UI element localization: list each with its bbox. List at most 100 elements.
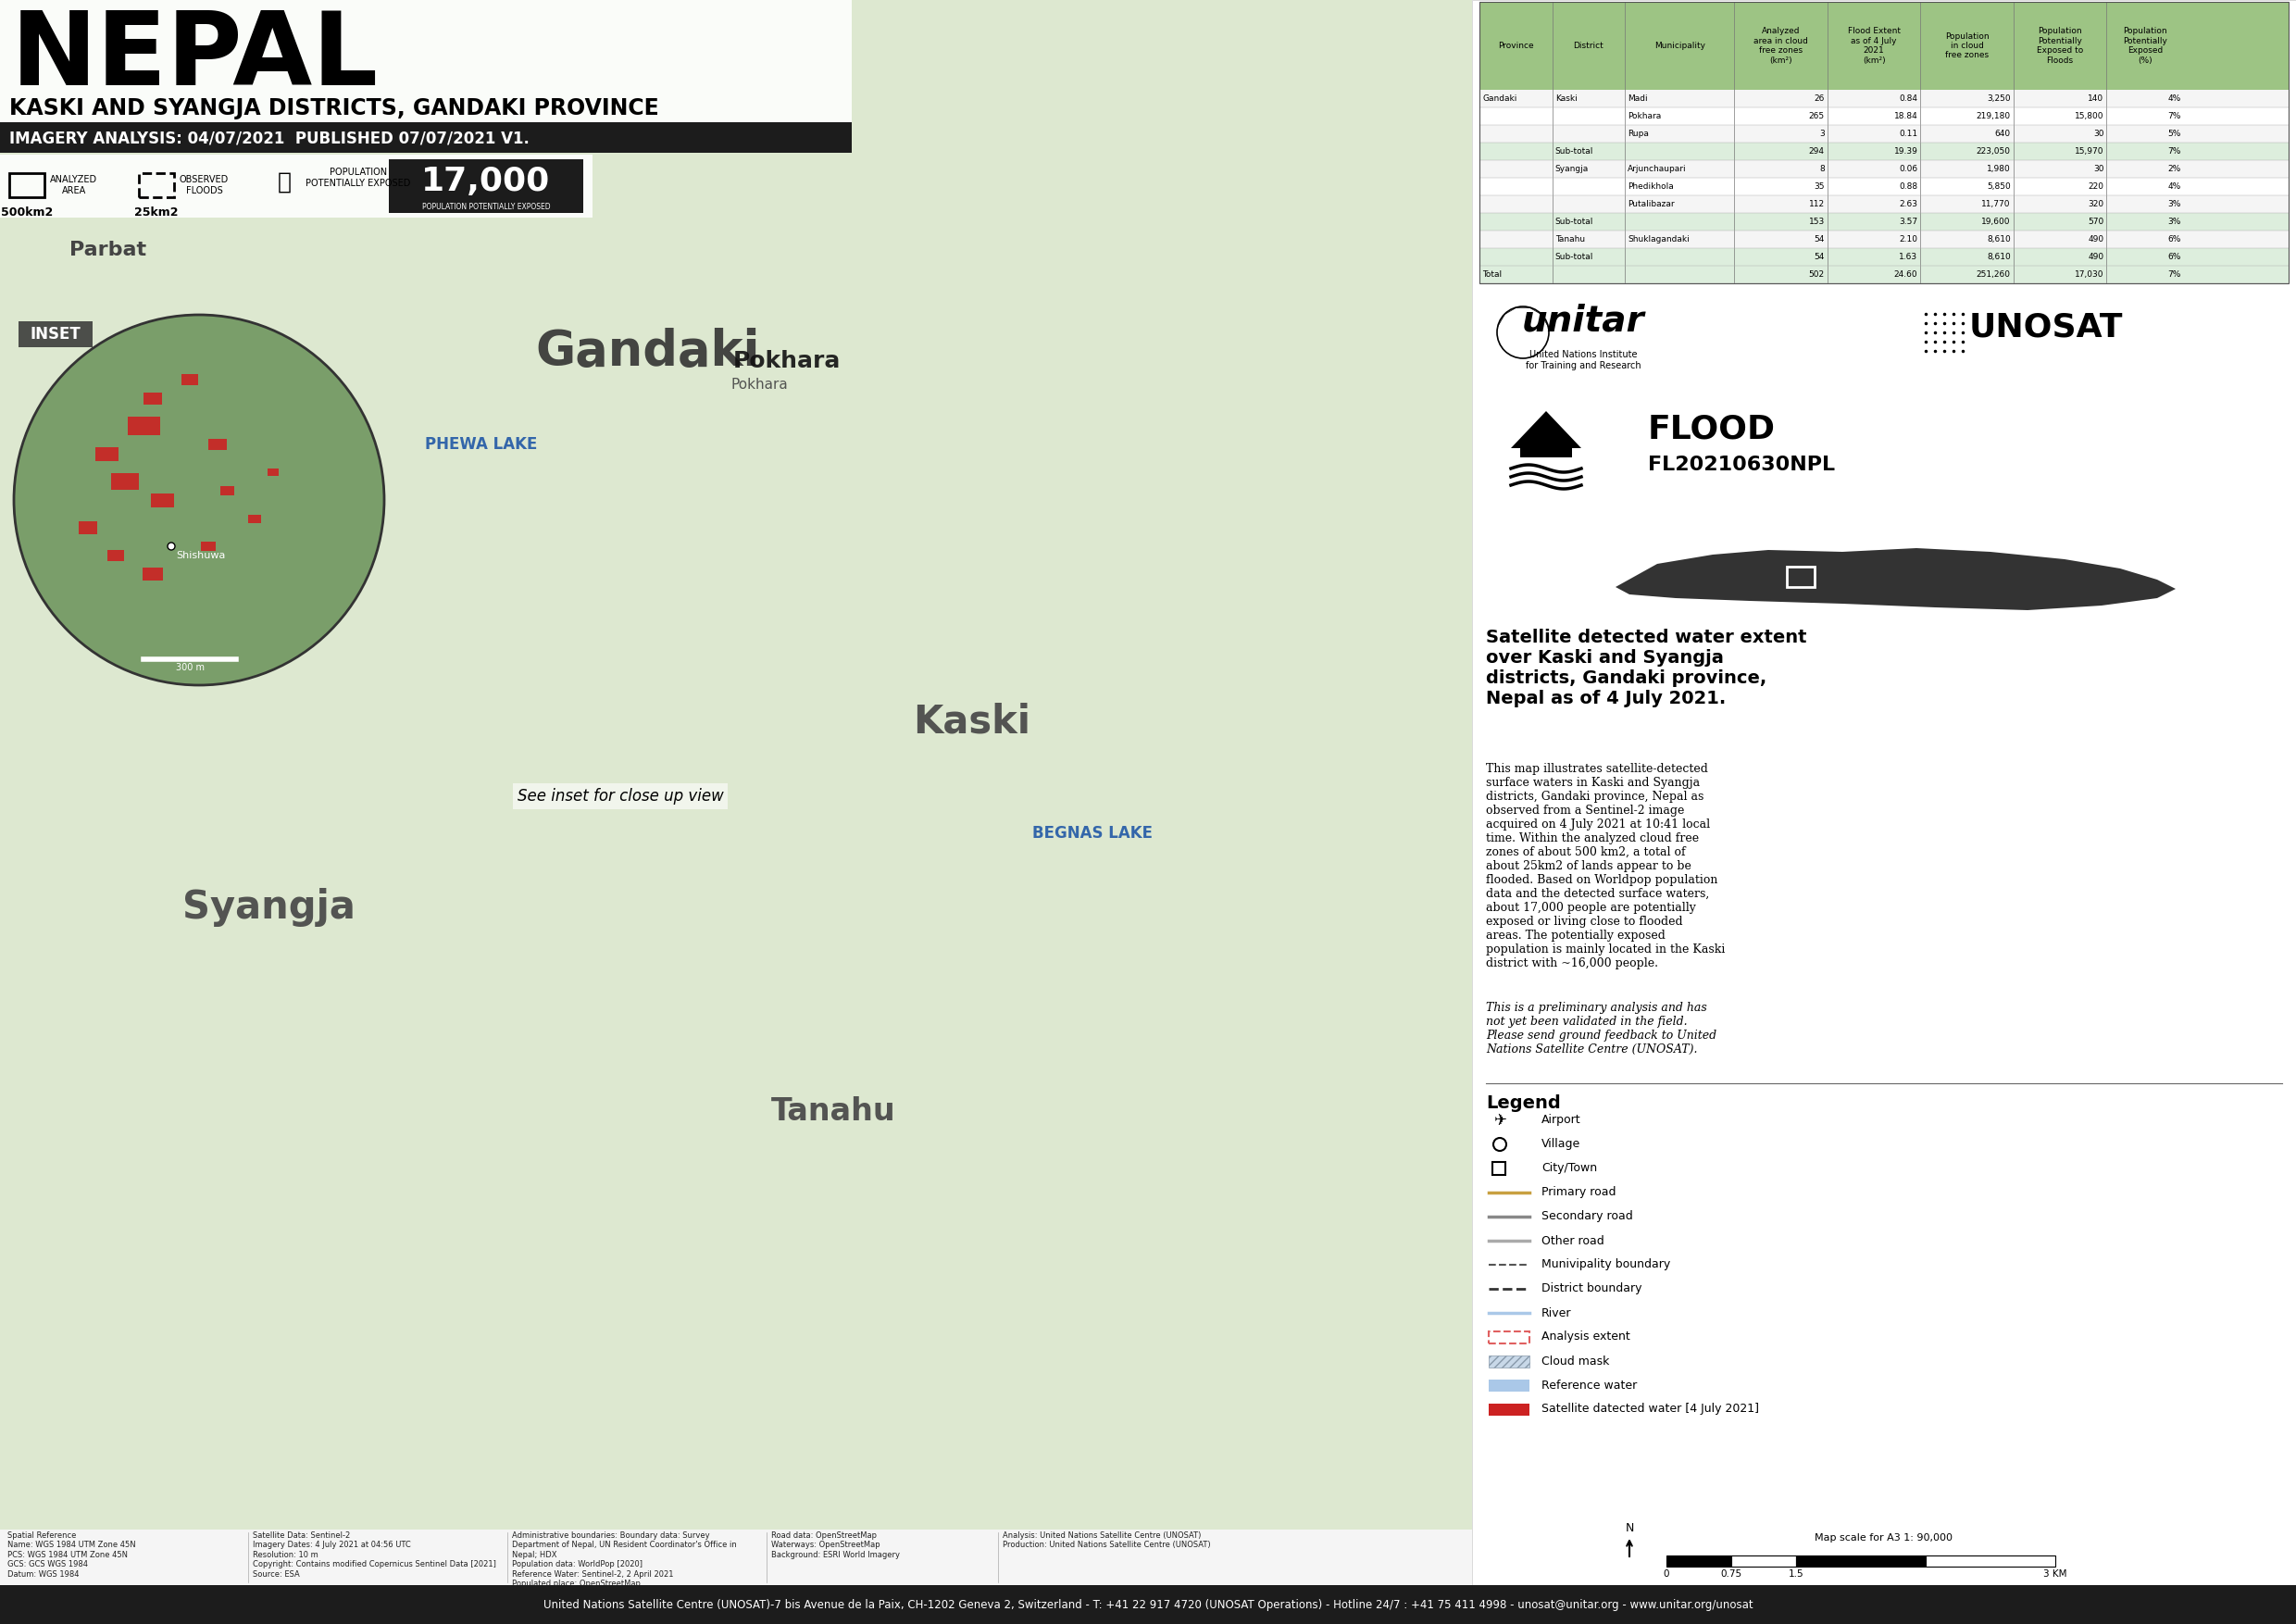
Bar xyxy=(1479,177,2289,195)
Text: Kaski: Kaski xyxy=(1554,94,1577,102)
Bar xyxy=(1479,161,2289,177)
Text: Municipality: Municipality xyxy=(1653,42,1706,50)
Text: Satellite Data: Sentinel-2
Imagery Dates: 4 July 2021 at 04:56 UTC
Resolution: 1: Satellite Data: Sentinel-2 Imagery Dates… xyxy=(253,1531,496,1579)
Text: Gandaki: Gandaki xyxy=(535,328,760,375)
Text: 24.60: 24.60 xyxy=(1894,270,1917,279)
Bar xyxy=(0,1530,1472,1585)
Text: 0.88: 0.88 xyxy=(1899,182,1917,190)
Text: United Nations Satellite Centre (UNOSAT)-7 bis Avenue de la Paix, CH-1202 Geneva: United Nations Satellite Centre (UNOSAT)… xyxy=(544,1598,1752,1611)
Bar xyxy=(0,0,1472,1530)
Text: Road data: OpenStreetMap
Waterways: OpenStreetMap
Background: ESRI World Imagery: Road data: OpenStreetMap Waterways: Open… xyxy=(771,1531,900,1559)
Bar xyxy=(110,473,138,490)
Bar xyxy=(1479,231,2289,248)
Text: 140: 140 xyxy=(2087,94,2103,102)
Text: 300 m: 300 m xyxy=(174,663,204,672)
Text: 19,600: 19,600 xyxy=(1981,218,2011,226)
Text: POPULATION POTENTIALLY EXPOSED: POPULATION POTENTIALLY EXPOSED xyxy=(422,203,551,211)
Bar xyxy=(1479,213,2289,231)
Bar xyxy=(1479,2,2289,89)
Text: Pokhara: Pokhara xyxy=(1628,112,1662,120)
Text: District: District xyxy=(1573,42,1605,50)
Text: 3%: 3% xyxy=(2167,218,2181,226)
Bar xyxy=(1488,1379,1529,1392)
Bar xyxy=(209,438,227,450)
Text: District boundary: District boundary xyxy=(1541,1283,1642,1294)
Text: 320: 320 xyxy=(2087,200,2103,208)
Text: 0: 0 xyxy=(1662,1569,1669,1579)
Text: 4%: 4% xyxy=(2167,94,2181,102)
Text: Pokhara: Pokhara xyxy=(732,351,840,372)
Text: OBSERVED
FLOODS: OBSERVED FLOODS xyxy=(179,175,230,195)
Circle shape xyxy=(168,542,174,551)
Text: See inset for close up view: See inset for close up view xyxy=(517,788,723,804)
Bar xyxy=(1520,448,1573,458)
Text: 5,850: 5,850 xyxy=(1986,182,2011,190)
Text: Satellite datected water [4 July 2021]: Satellite datected water [4 July 2021] xyxy=(1541,1403,1759,1415)
Text: 8,610: 8,610 xyxy=(1986,253,2011,261)
Text: N: N xyxy=(1626,1522,1635,1535)
Bar xyxy=(388,159,583,213)
Bar xyxy=(138,174,174,197)
Bar xyxy=(0,154,592,218)
Text: 500km2: 500km2 xyxy=(0,206,53,219)
Bar xyxy=(1479,195,2289,213)
Text: 2%: 2% xyxy=(2167,164,2181,174)
Text: 0.75: 0.75 xyxy=(1720,1569,1743,1579)
Text: ✈: ✈ xyxy=(1492,1112,1506,1129)
Bar xyxy=(202,542,216,551)
Text: 3 KM: 3 KM xyxy=(2043,1569,2066,1579)
Text: 1.63: 1.63 xyxy=(1899,253,1917,261)
Text: 490: 490 xyxy=(2087,253,2103,261)
Text: Spatial Reference
Name: WGS 1984 UTM Zone 45N
PCS: WGS 1984 UTM Zone 45N
GCS: GC: Spatial Reference Name: WGS 1984 UTM Zon… xyxy=(7,1531,135,1579)
Bar xyxy=(126,417,161,435)
Text: 7%: 7% xyxy=(2167,148,2181,156)
Text: United Nations Institute
for Training and Research: United Nations Institute for Training an… xyxy=(1525,351,1642,370)
Text: Shishuwa: Shishuwa xyxy=(177,551,225,560)
Bar xyxy=(142,567,163,580)
Bar xyxy=(181,374,197,385)
Bar xyxy=(9,174,44,197)
Text: Legend: Legend xyxy=(1486,1095,1561,1112)
Bar xyxy=(1488,1403,1529,1416)
Text: Tanahu: Tanahu xyxy=(1554,235,1584,244)
Text: This is a preliminary analysis and has
not yet been validated in the field.
Plea: This is a preliminary analysis and has n… xyxy=(1486,1002,1717,1056)
Text: 30: 30 xyxy=(2094,130,2103,138)
Text: 0.84: 0.84 xyxy=(1899,94,1917,102)
Text: 54: 54 xyxy=(1814,235,1825,244)
Text: 0.11: 0.11 xyxy=(1899,130,1917,138)
Text: 4%: 4% xyxy=(2167,182,2181,190)
Text: 7%: 7% xyxy=(2167,112,2181,120)
Bar xyxy=(1479,143,2289,161)
Text: 251,260: 251,260 xyxy=(1977,270,2011,279)
Bar xyxy=(1479,107,2289,125)
Bar xyxy=(142,391,163,404)
Text: Population
Potentially
Exposed to
Floods: Population Potentially Exposed to Floods xyxy=(2037,28,2082,65)
Text: Syangja: Syangja xyxy=(181,888,356,927)
Text: Total: Total xyxy=(1483,270,1502,279)
Bar xyxy=(1479,266,2289,283)
Bar xyxy=(220,486,234,495)
Text: Population
in cloud
free zones: Population in cloud free zones xyxy=(1945,32,1988,60)
Text: Putalibazar: Putalibazar xyxy=(1628,200,1674,208)
Bar xyxy=(248,515,262,523)
Text: Rupa: Rupa xyxy=(1628,130,1649,138)
Text: INSET: INSET xyxy=(30,326,80,343)
Text: PHEWA LAKE: PHEWA LAKE xyxy=(425,437,537,453)
Text: Satellite detected water extent
over Kaski and Syangja
districts, Gandaki provin: Satellite detected water extent over Kas… xyxy=(1486,628,1807,708)
Text: 640: 640 xyxy=(1995,130,2011,138)
Text: Map scale for A3 1: 90,000: Map scale for A3 1: 90,000 xyxy=(1816,1533,1954,1543)
Text: 220: 220 xyxy=(2087,182,2103,190)
Bar xyxy=(1488,1356,1529,1367)
Text: 17,030: 17,030 xyxy=(2076,270,2103,279)
Text: Cloud mask: Cloud mask xyxy=(1541,1354,1609,1367)
Text: IMAGERY ANALYSIS: 04/07/2021  PUBLISHED 07/07/2021 V1.: IMAGERY ANALYSIS: 04/07/2021 PUBLISHED 0… xyxy=(9,130,530,146)
Bar xyxy=(1795,1556,1926,1567)
Text: 490: 490 xyxy=(2087,235,2103,244)
Text: BEGNAS LAKE: BEGNAS LAKE xyxy=(1033,825,1153,841)
Bar xyxy=(1667,1556,1731,1567)
Text: Airport: Airport xyxy=(1541,1114,1582,1127)
Text: 7%: 7% xyxy=(2167,270,2181,279)
Polygon shape xyxy=(1511,411,1582,448)
Text: Munivipality boundary: Munivipality boundary xyxy=(1541,1259,1671,1270)
Text: 3: 3 xyxy=(1818,130,1825,138)
